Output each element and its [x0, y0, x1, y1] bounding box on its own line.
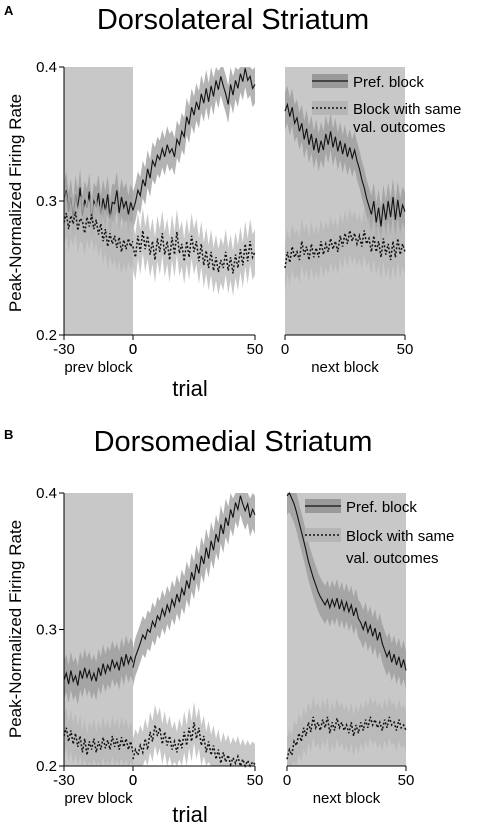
y-tick-label: 0.2: [36, 327, 57, 344]
series-line-block-with-same-val-outcomes-seg1: [132, 230, 256, 274]
panel-title: Dorsolateral Striatum: [97, 4, 369, 36]
sem-band-block-with-same-val-outcomes-seg0: [64, 707, 133, 766]
y-tick-label: 0.3: [36, 622, 57, 639]
legend: Pref. block Block with same val. outcomes: [305, 499, 454, 567]
sem-band-block-with-same-val-outcomes-seg2: [285, 207, 405, 291]
x-tick-label: 0: [129, 772, 137, 789]
x-tick-label: 50: [247, 341, 264, 358]
sem-band-pref-block-seg0: [64, 168, 133, 240]
x-tick-label: 0: [129, 772, 137, 789]
x-tick-label: 0: [281, 341, 289, 358]
legend-label-line: val. outcomes: [346, 550, 439, 567]
series-line-block-with-same-val-outcomes-seg2: [284, 230, 406, 269]
panel-dorsolateral-striatum: A Dorsolateral Striatum Peak-Normalized …: [4, 3, 461, 401]
legend-label-line: Block with same: [353, 101, 461, 118]
y-tick-label: 0.4: [36, 59, 57, 76]
legend-label-line: Block with same: [346, 528, 454, 545]
series-line-pref-block-seg0: [63, 653, 134, 686]
sem-band-pref-block-seg1: [133, 67, 255, 230]
series-line-block-with-same-val-outcomes-seg2: [286, 716, 407, 760]
x-tick-label: 0: [129, 341, 137, 358]
x-tick-label: 50: [398, 772, 415, 789]
x-tick-label: 0: [283, 772, 291, 789]
series-line-pref-block-seg1: [132, 495, 256, 668]
y-tick-label: 0.4: [36, 485, 57, 502]
panel-title: Dorsomedial Striatum: [94, 426, 373, 458]
y-tick-label: 0.3: [36, 193, 57, 210]
x-tick-label: 50: [397, 341, 414, 358]
x-axis-label: trial: [172, 802, 207, 827]
series-line-pref-block-seg2: [286, 491, 407, 671]
y-axis-label: Peak-Normalized Firing Rate: [6, 94, 25, 312]
x-tick-label: -30: [53, 341, 75, 358]
legend-label-same-outcomes: Block with same val. outcomes: [353, 101, 461, 136]
x-tick-label: 50: [247, 772, 264, 789]
legend-label-pref-block: Pref. block: [346, 499, 417, 516]
series-line-block-with-same-val-outcomes-seg0: [63, 727, 134, 756]
segment-label-next-block: next block: [313, 790, 381, 807]
segment-label-next-block: next block: [311, 359, 379, 376]
panel-letter: A: [4, 3, 14, 18]
series-line-block-with-same-val-outcomes-seg1: [132, 722, 256, 769]
sem-band-block-with-same-val-outcomes-seg0: [64, 188, 133, 275]
x-axis-label: trial: [172, 376, 207, 401]
segment-label-prev-block: prev block: [64, 790, 133, 807]
legend-label-line: val. outcomes: [353, 119, 446, 136]
segment-label-prev-block: prev block: [64, 359, 133, 376]
legend-label-same-outcomes: Block with same val. outcomes: [346, 528, 454, 567]
sem-band-pref-block-seg1: [133, 493, 255, 687]
y-axis-label: Peak-Normalized Firing Rate: [6, 520, 25, 738]
y-tick-label: 0.2: [36, 758, 57, 775]
legend-label-pref-block: Pref. block: [353, 74, 424, 91]
series-line-pref-block-seg1: [132, 68, 256, 211]
legend: Pref. block Block with same val. outcomes: [312, 74, 461, 136]
panel-letter: B: [4, 427, 13, 442]
sem-band-block-with-same-val-outcomes-seg2: [287, 696, 406, 766]
x-tick-label: -30: [53, 772, 75, 789]
sem-band-block-with-same-val-outcomes-seg1: [133, 701, 255, 766]
x-tick-label: 0: [129, 341, 137, 358]
sem-band-pref-block-seg2: [287, 493, 406, 690]
panel-dorsomedial-striatum: B Dorsomedial Striatum Peak-Normalized F…: [4, 426, 454, 827]
series-line-pref-block-seg2: [284, 102, 406, 227]
series-line-block-with-same-val-outcomes-seg0: [63, 211, 134, 253]
sem-band-pref-block-seg2: [285, 85, 405, 246]
